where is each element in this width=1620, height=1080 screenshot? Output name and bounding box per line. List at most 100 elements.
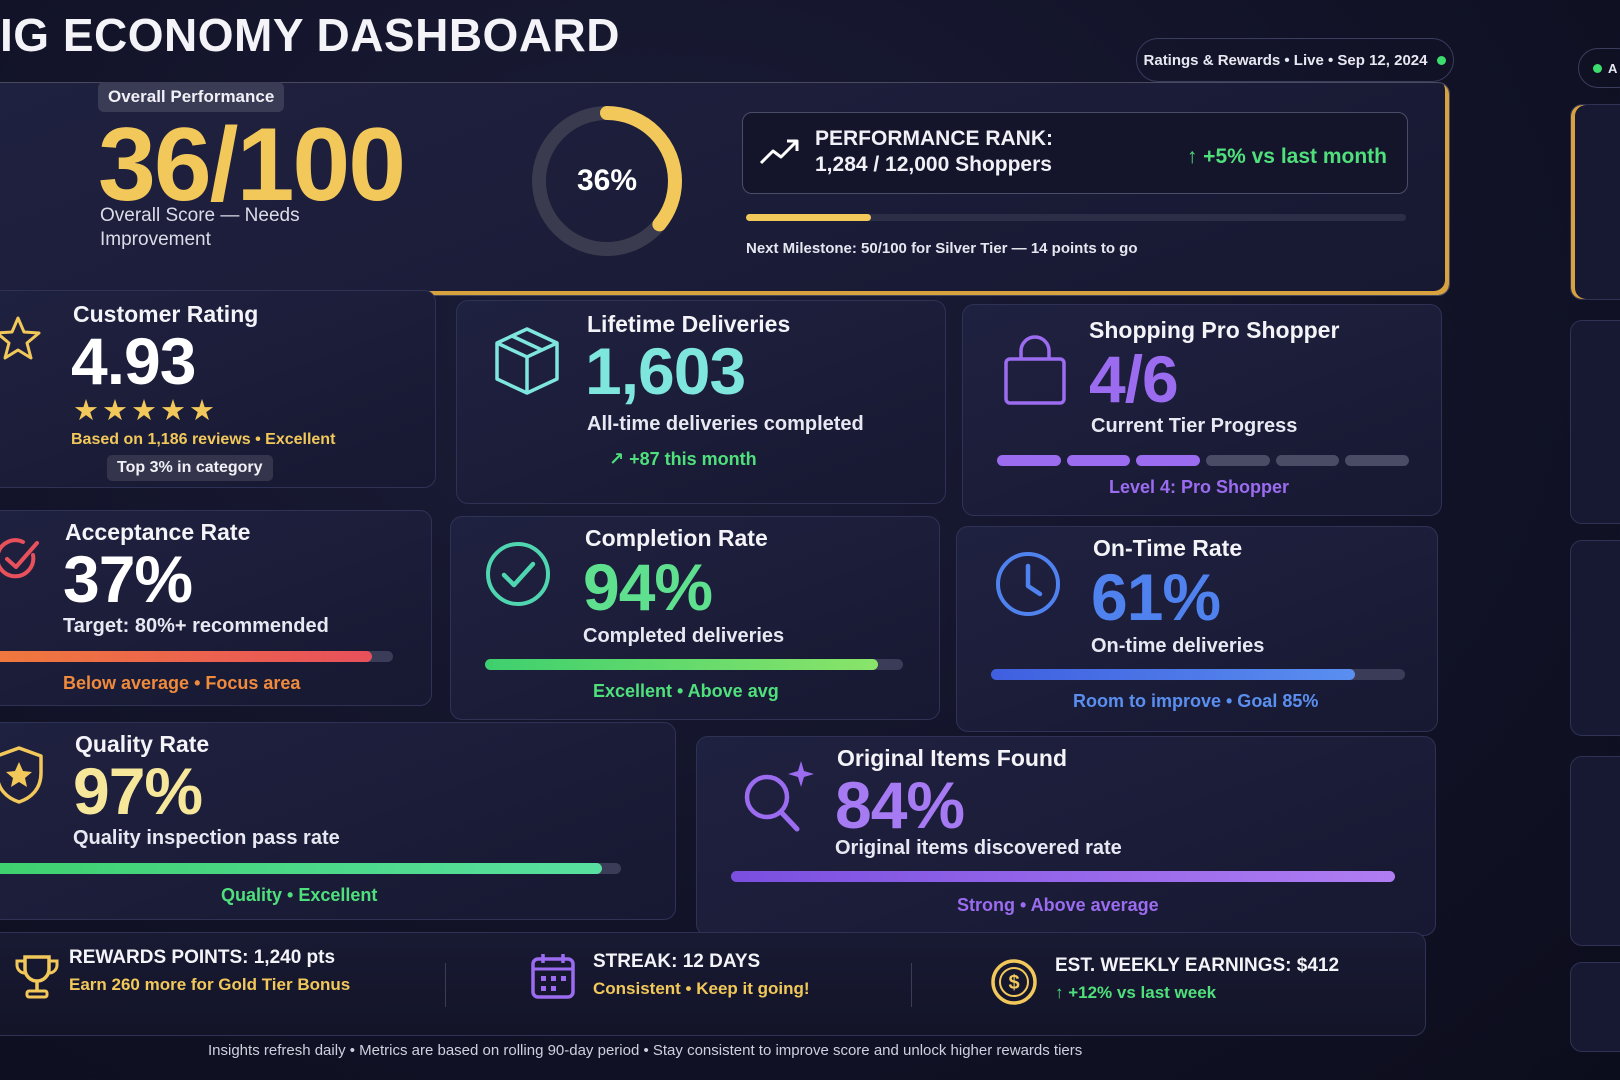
milestone-progress-bar	[746, 214, 1406, 221]
rewards-points-title: REWARDS POINTS: 1,240 pts	[69, 947, 336, 968]
streak-title: STREAK: 12 DAYS	[593, 951, 761, 972]
lifetime-deliveries-delta: ↗ +87 this month	[609, 449, 757, 469]
quality-rate-value: 97%	[73, 754, 203, 828]
original-items-bar	[731, 871, 1395, 882]
svg-text:$: $	[1008, 972, 1019, 994]
on-time-rate-status: Room to improve • Goal 85%	[1073, 691, 1319, 711]
shopping-pro-title: Shopping Pro Shopper	[1089, 317, 1340, 343]
star-icon: ★	[160, 395, 189, 427]
lifetime-deliveries-value: 1,603	[585, 334, 746, 408]
edge-card	[1570, 540, 1620, 736]
quality-rate-bar	[0, 863, 621, 874]
shopping-pro-card: Shopping Pro Shopper 4/6 Current Tier Pr…	[962, 304, 1442, 516]
live-status-label: Ratings & Rewards • Live • Sep 12, 2024	[1143, 51, 1428, 69]
star-icon: ★	[73, 395, 102, 427]
performance-rank-value: 1,284 / 12,000 Shoppers	[815, 153, 1052, 176]
shopping-bag-icon	[1004, 335, 1066, 405]
quality-rate-status: Quality • Excellent	[221, 885, 378, 905]
shield-star-icon	[0, 746, 43, 804]
customer-rating-value: 4.93	[71, 324, 196, 398]
overall-score-subtitle: Overall Score — Needs Improvement	[100, 205, 300, 250]
tier-progress-segments	[997, 455, 1410, 466]
summary-footer-bar: REWARDS POINTS: 1,240 pts Earn 260 more …	[0, 932, 1426, 1036]
tier-segment	[997, 455, 1061, 466]
acceptance-rate-card: Acceptance Rate 37% Target: 80%+ recomme…	[0, 510, 432, 706]
milestone-text: Next Milestone: 50/100 for Silver Tier —…	[746, 240, 1138, 257]
edge-card	[1570, 756, 1620, 946]
footer-divider	[911, 963, 912, 1007]
acceptance-rate-title: Acceptance Rate	[65, 519, 251, 545]
customer-rating-card: Customer Rating 4.93 ★★★★★ Based on 1,18…	[0, 290, 436, 488]
quality-rate-card: Quality Rate 97% Quality inspection pass…	[0, 722, 676, 920]
original-items-status: Strong • Above average	[957, 895, 1159, 915]
weekly-earnings-title: EST. WEEKLY EARNINGS: $412	[1055, 955, 1340, 976]
overall-performance-badge: Overall Performance	[98, 82, 285, 112]
on-time-rate-card: On-Time Rate 61% On-time deliveries Room…	[956, 526, 1438, 732]
shopping-pro-sub: Current Tier Progress	[1091, 415, 1298, 437]
trending-up-icon	[759, 139, 799, 165]
on-time-rate-bar	[991, 669, 1405, 680]
completion-rate-sub: Completed deliveries	[583, 625, 785, 647]
tier-segment	[1066, 455, 1131, 466]
rating-stars: ★★★★★	[73, 393, 218, 428]
acceptance-rate-bar-fill	[0, 651, 373, 662]
footer-disclaimer: Insights refresh daily • Metrics are bas…	[208, 1042, 1083, 1059]
acceptance-rate-status: Below average • Focus area	[63, 673, 301, 693]
clock-icon	[996, 552, 1060, 616]
status-dot-icon	[1593, 63, 1602, 73]
page-title: IG ECONOMY DASHBOARD	[0, 9, 620, 61]
tier-segment	[1206, 455, 1270, 466]
check-circle-icon	[486, 542, 550, 606]
shopping-pro-value: 4/6	[1089, 342, 1179, 416]
original-items-sub: Original items discovered rate	[835, 837, 1122, 859]
star-outline-icon	[0, 316, 41, 360]
original-items-card: Original Items Found 84% Original items …	[696, 736, 1436, 936]
on-time-rate-title: On-Time Rate	[1093, 535, 1243, 561]
sparkle-search-icon	[744, 761, 814, 832]
quality-rate-sub: Quality inspection pass rate	[73, 827, 340, 849]
star-icon: ★	[102, 395, 131, 427]
score-ring-gauge	[532, 106, 682, 256]
secondary-status-label: A	[1608, 60, 1618, 76]
check-target-icon	[0, 538, 39, 579]
trophy-icon	[15, 955, 59, 999]
score-ring-label: 36%	[576, 164, 638, 197]
customer-rating-reviews: Based on 1,186 reviews • Excellent	[71, 431, 336, 448]
edge-card	[1570, 104, 1620, 300]
star-icon: ★	[131, 395, 160, 427]
calendar-icon	[531, 954, 575, 999]
edge-card	[1570, 320, 1620, 524]
completion-rate-bar-fill	[485, 659, 878, 670]
overall-score-value: 36/100	[98, 107, 406, 223]
completion-rate-title: Completion Rate	[585, 525, 768, 551]
shopping-pro-level: Level 4: Pro Shopper	[1109, 477, 1290, 497]
tier-segment	[1275, 455, 1340, 466]
customer-rating-title: Customer Rating	[73, 301, 259, 327]
quality-rate-bar-fill	[0, 863, 602, 874]
live-status-pill: Ratings & Rewards • Live • Sep 12, 2024	[1136, 38, 1454, 82]
coin-dollar-icon: $	[991, 959, 1037, 1005]
quality-rate-title: Quality Rate	[75, 731, 210, 757]
star-icon: ★	[189, 395, 218, 427]
streak-sub: Consistent • Keep it going!	[593, 979, 810, 998]
original-items-value: 84%	[835, 768, 965, 842]
completion-rate-card: Completion Rate 94% Completed deliveries…	[450, 516, 940, 720]
live-dot-icon	[1437, 55, 1447, 65]
footer-divider	[445, 963, 446, 1007]
on-time-rate-value: 61%	[1091, 560, 1221, 634]
acceptance-rate-value: 37%	[63, 542, 193, 616]
performance-rank-delta: ↑ +5% vs last month	[1186, 145, 1387, 168]
tier-segment	[1136, 455, 1201, 466]
rewards-points-sub: Earn 260 more for Gold Tier Bonus	[69, 975, 351, 994]
weekly-earnings-sub: ↑ +12% vs last week	[1055, 983, 1217, 1002]
lifetime-deliveries-card: Lifetime Deliveries 1,603 All-time deliv…	[456, 300, 946, 504]
performance-rank-panel: PERFORMANCE RANK: 1,284 / 12,000 Shopper…	[742, 112, 1408, 194]
top-percent-tag: Top 3% in category	[107, 455, 273, 481]
original-items-title: Original Items Found	[837, 745, 1068, 771]
milestone-progress-fill	[746, 214, 872, 221]
edge-card	[1570, 962, 1620, 1052]
completion-rate-bar	[485, 659, 903, 670]
on-time-rate-bar-fill	[991, 669, 1356, 680]
lifetime-deliveries-sub: All-time deliveries completed	[587, 413, 864, 435]
original-items-bar-fill	[731, 871, 1395, 882]
